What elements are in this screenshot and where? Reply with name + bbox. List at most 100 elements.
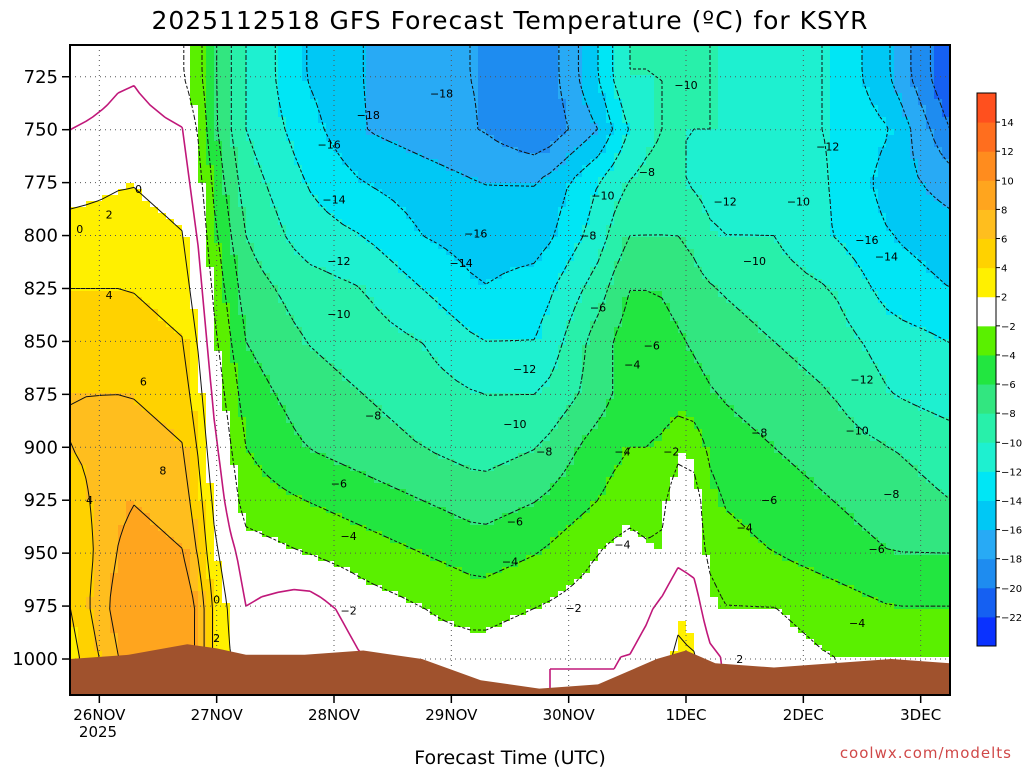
field-cell <box>254 75 263 82</box>
field-cell <box>174 639 183 646</box>
field-cell <box>142 399 151 406</box>
field-cell <box>158 465 167 472</box>
field-cell <box>294 333 303 340</box>
field-cell <box>102 195 111 202</box>
field-cell <box>318 105 327 112</box>
field-cell <box>382 345 391 352</box>
field-cell <box>318 231 327 238</box>
field-cell <box>302 555 311 562</box>
field-cell <box>294 183 303 190</box>
field-cell <box>350 45 359 52</box>
field-cell <box>230 441 239 448</box>
field-cell <box>142 147 151 154</box>
field-cell <box>254 327 263 334</box>
field-cell <box>166 501 175 508</box>
field-cell <box>310 633 319 640</box>
field-cell <box>350 555 359 562</box>
field-cell <box>126 381 135 388</box>
field-cell <box>222 195 231 202</box>
field-cell <box>86 579 95 586</box>
field-cell <box>102 183 111 190</box>
field-cell <box>350 567 359 574</box>
field-cell <box>86 375 95 382</box>
field-cell <box>214 489 223 496</box>
field-cell <box>134 453 143 460</box>
field-cell <box>374 495 383 502</box>
field-cell <box>326 309 335 316</box>
field-cell <box>398 135 407 142</box>
field-cell <box>358 615 367 622</box>
field-cell <box>294 387 303 394</box>
field-cell <box>230 291 239 298</box>
field-cell <box>390 351 399 358</box>
field-cell <box>134 81 143 88</box>
field-cell <box>214 615 223 622</box>
field-cell <box>102 165 111 172</box>
field-cell <box>190 297 199 304</box>
field-cell <box>70 213 79 220</box>
field-cell <box>238 627 247 634</box>
field-cell <box>182 303 191 310</box>
field-cell <box>198 171 207 178</box>
field-cell <box>326 633 335 640</box>
field-cell <box>78 405 87 412</box>
field-cell <box>70 591 79 598</box>
field-cell <box>254 117 263 124</box>
field-cell <box>70 393 79 400</box>
field-cell <box>302 255 311 262</box>
field-cell <box>422 129 431 136</box>
field-cell <box>182 237 191 244</box>
field-cell <box>390 597 399 604</box>
field-cell <box>398 261 407 268</box>
field-cell <box>102 393 111 400</box>
field-cell <box>182 111 191 118</box>
field-cell <box>310 351 319 358</box>
field-cell <box>230 591 239 598</box>
field-cell <box>94 255 103 262</box>
field-cell <box>142 273 151 280</box>
field-cell <box>238 87 247 94</box>
field-cell <box>310 285 319 292</box>
field-cell <box>174 279 183 286</box>
field-cell <box>94 123 103 130</box>
field-cell <box>222 417 231 424</box>
field-cell <box>150 321 159 328</box>
field-cell <box>390 591 399 598</box>
field-cell <box>366 615 375 622</box>
field-cell <box>350 105 359 112</box>
field-cell <box>222 87 231 94</box>
field-cell <box>270 357 279 364</box>
field-cell <box>222 483 231 490</box>
field-cell <box>214 147 223 154</box>
field-cell <box>390 153 399 160</box>
field-cell <box>150 261 159 268</box>
field-cell <box>294 393 303 400</box>
field-cell <box>238 99 247 106</box>
field-cell <box>254 423 263 430</box>
field-cell <box>310 45 319 52</box>
field-cell <box>270 387 279 394</box>
field-cell <box>70 279 79 286</box>
field-cell <box>422 195 431 202</box>
field-cell <box>390 489 399 496</box>
field-cell <box>302 441 311 448</box>
field-cell <box>94 453 103 460</box>
field-cell <box>158 309 167 316</box>
field-cell <box>294 303 303 310</box>
field-cell <box>134 45 143 52</box>
field-cell <box>342 393 351 400</box>
field-cell <box>78 87 87 94</box>
field-cell <box>142 615 151 622</box>
field-cell <box>142 411 151 418</box>
field-cell <box>278 201 287 208</box>
field-cell <box>174 195 183 202</box>
field-cell <box>254 651 263 658</box>
field-cell <box>406 171 415 178</box>
field-cell <box>334 435 343 442</box>
field-cell <box>86 477 95 484</box>
field-cell <box>118 183 127 190</box>
field-cell <box>86 489 95 496</box>
field-cell <box>382 561 391 568</box>
field-cell <box>390 291 399 298</box>
field-cell <box>278 129 287 136</box>
